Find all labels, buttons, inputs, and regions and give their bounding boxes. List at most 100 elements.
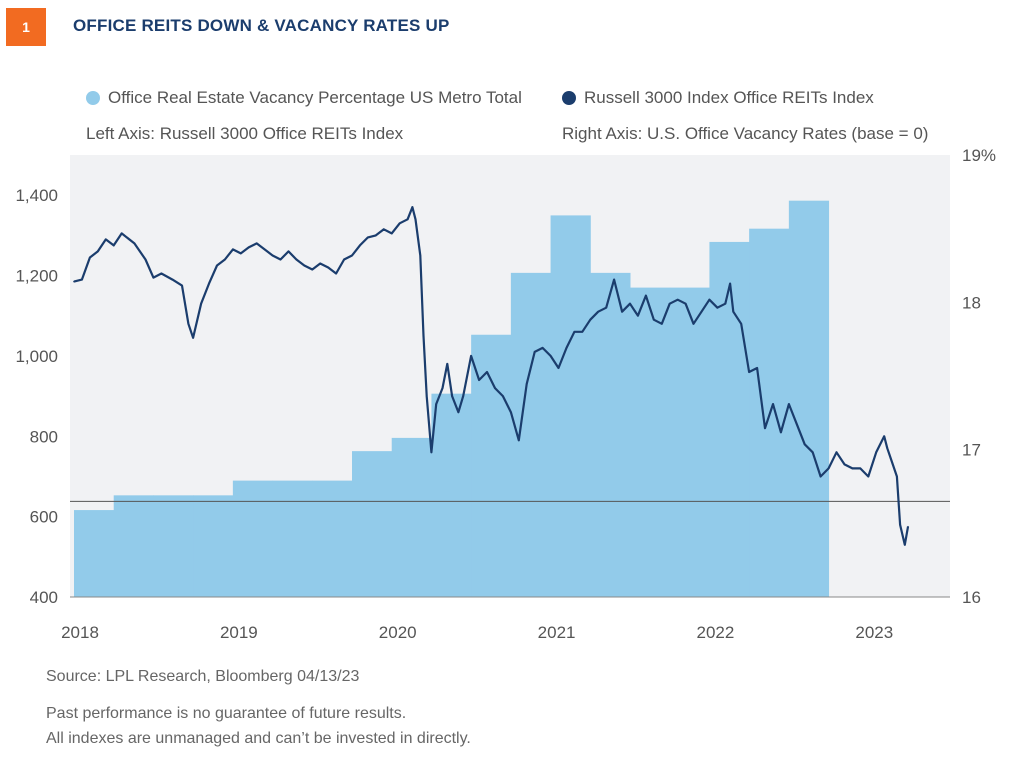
reits-point xyxy=(419,254,422,257)
x-tick-label: 2020 xyxy=(379,623,417,642)
left-tick-label: 1,000 xyxy=(15,347,58,366)
reits-point xyxy=(271,254,274,257)
reits-point xyxy=(589,318,592,321)
reits-point xyxy=(192,337,194,339)
reits-point xyxy=(446,363,449,365)
reits-point xyxy=(597,310,599,313)
reits-point xyxy=(684,302,687,305)
x-tick-label: 2018 xyxy=(61,623,99,642)
left-axis-note: Left Axis: Russell 3000 Office REITs Ind… xyxy=(86,124,404,143)
vacancy-bar xyxy=(153,495,194,597)
reits-point xyxy=(668,302,671,305)
reits-point xyxy=(343,258,345,261)
reits-point xyxy=(732,310,735,313)
reits-point xyxy=(764,427,766,430)
reits-point xyxy=(716,306,719,309)
left-tick-label: 800 xyxy=(30,427,58,446)
reits-point xyxy=(422,335,425,337)
reits-line xyxy=(73,206,910,546)
reits-point xyxy=(105,238,107,241)
reits-point xyxy=(605,306,607,309)
reits-point xyxy=(661,323,663,325)
reits-point xyxy=(875,451,877,454)
reits-point xyxy=(152,276,155,279)
x-tick-label: 2021 xyxy=(538,623,576,642)
reits-point xyxy=(843,463,846,466)
vacancy-bar xyxy=(788,200,830,597)
vacancy-bar xyxy=(74,510,115,597)
reits-point xyxy=(319,262,322,265)
reits-series xyxy=(73,206,910,546)
reits-point xyxy=(692,323,695,325)
reits-point xyxy=(886,447,889,450)
x-tick-label: 2023 xyxy=(855,623,893,642)
vacancy-bar xyxy=(232,480,274,597)
reits-point xyxy=(629,302,631,305)
right-axis-note: Right Axis: U.S. Office Vacancy Rates (b… xyxy=(562,124,929,143)
reits-point xyxy=(181,284,183,287)
reits-point xyxy=(97,250,99,253)
reits-point xyxy=(518,439,520,442)
reits-point xyxy=(740,323,742,325)
reits-point xyxy=(486,371,488,373)
reits-point xyxy=(144,258,147,261)
disclaimer-line-1: Past performance is no guarantee of futu… xyxy=(46,705,407,722)
vacancy-bar xyxy=(669,287,710,597)
reits-point xyxy=(729,282,731,285)
reits-point xyxy=(859,467,862,470)
vacancy-bar xyxy=(113,495,154,597)
reits-point xyxy=(811,451,814,454)
vacancy-bar xyxy=(391,437,432,597)
reits-point xyxy=(73,280,75,283)
reits-point xyxy=(637,314,639,317)
reits-point xyxy=(565,347,568,349)
reits-point xyxy=(724,302,727,305)
figure-number-badge: 1 xyxy=(6,8,46,46)
reits-point xyxy=(835,451,838,454)
vacancy-bar xyxy=(193,495,234,597)
reits-point xyxy=(187,323,190,325)
reits-point xyxy=(907,525,909,528)
reits-point xyxy=(411,206,414,208)
reits-point xyxy=(435,403,438,405)
reits-point xyxy=(171,278,174,281)
reits-point xyxy=(581,331,584,333)
reits-point xyxy=(613,278,615,281)
legend-label-reits: Russell 3000 Index Office REITs Index xyxy=(584,88,874,107)
reits-point xyxy=(525,383,528,385)
reits-point xyxy=(327,266,330,269)
reits-point xyxy=(502,395,504,397)
reits-point xyxy=(398,222,401,225)
vacancy-bar xyxy=(709,241,750,597)
legend-swatch-reits xyxy=(562,91,576,105)
reits-point xyxy=(653,318,655,321)
reits-point xyxy=(780,431,782,434)
reits-point xyxy=(478,379,480,381)
reits-point xyxy=(160,272,163,275)
reits-point xyxy=(819,475,822,478)
chart-title: OFFICE REITS DOWN & VACANCY RATES UP xyxy=(73,16,450,35)
reits-point xyxy=(287,250,290,253)
reits-point xyxy=(133,242,136,245)
vacancy-bar xyxy=(590,272,631,597)
reits-point xyxy=(279,258,282,261)
reits-point xyxy=(224,258,226,261)
vacancy-bar xyxy=(272,480,313,597)
reits-point xyxy=(216,264,218,267)
reits-point xyxy=(232,248,234,251)
reits-point xyxy=(200,302,202,305)
reits-point xyxy=(510,411,512,414)
reits-point xyxy=(867,475,870,478)
left-tick-label: 1,400 xyxy=(15,186,58,205)
reits-point xyxy=(772,403,774,405)
reits-point xyxy=(414,218,417,221)
vacancy-bar xyxy=(630,287,671,597)
left-tick-label: 400 xyxy=(30,588,58,607)
reits-point xyxy=(81,278,83,281)
reits-point xyxy=(573,331,576,333)
left-tick-label: 600 xyxy=(30,508,58,527)
reits-point xyxy=(851,467,854,470)
right-tick-label: 16 xyxy=(962,588,981,607)
reits-point xyxy=(441,387,444,389)
